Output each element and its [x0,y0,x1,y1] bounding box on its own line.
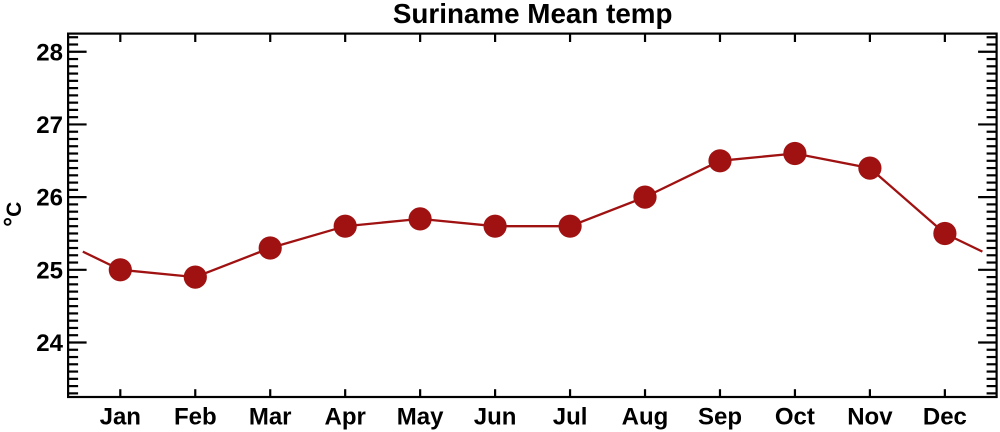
svg-text:25: 25 [36,257,63,284]
svg-text:27: 27 [36,112,63,139]
svg-text:Nov: Nov [847,404,893,431]
svg-text:28: 28 [36,39,63,66]
svg-text:Jun: Jun [474,404,517,431]
svg-text:Jul: Jul [553,404,588,431]
svg-text:Oct: Oct [775,404,815,431]
svg-text:24: 24 [36,330,63,357]
svg-text:26: 26 [36,185,63,212]
svg-text:Jan: Jan [100,404,141,431]
svg-text:Feb: Feb [174,404,217,431]
svg-text:°C: °C [0,202,27,227]
svg-text:May: May [397,404,444,431]
svg-text:Suriname Mean temp: Suriname Mean temp [393,0,673,29]
svg-text:Aug: Aug [622,404,669,431]
svg-text:Apr: Apr [325,404,366,431]
svg-text:Dec: Dec [923,404,967,431]
svg-text:Mar: Mar [249,404,292,431]
svg-text:Sep: Sep [698,404,742,431]
